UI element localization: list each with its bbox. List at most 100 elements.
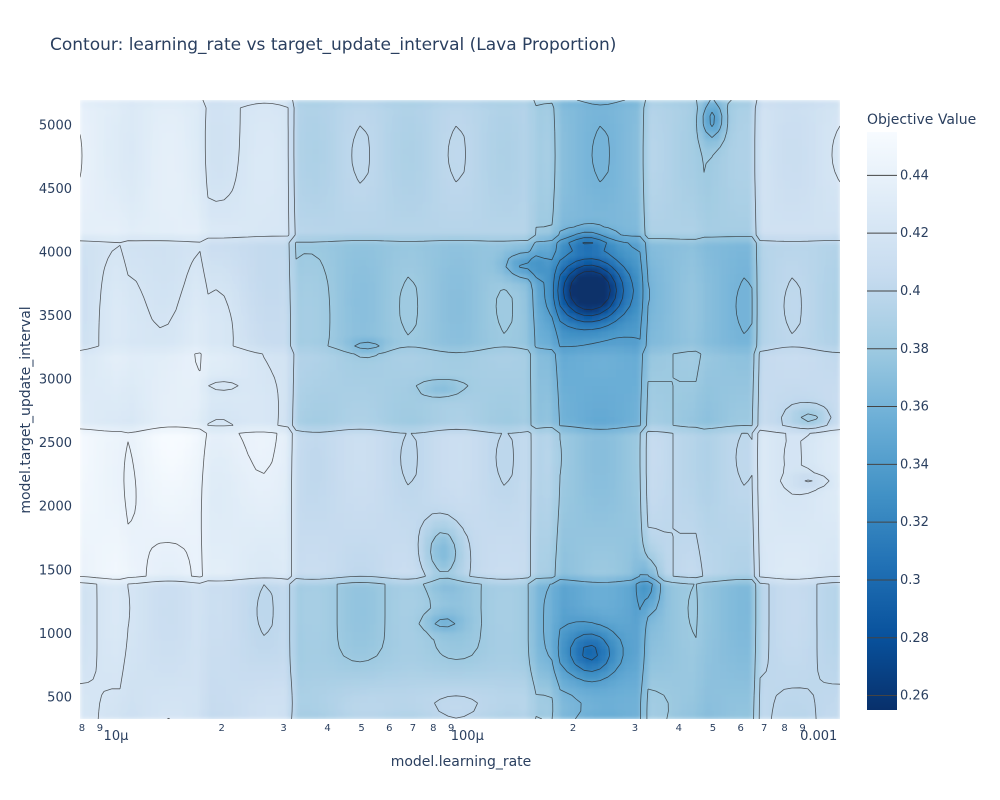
heatmap-cell [416, 425, 425, 434]
heatmap-cell [112, 480, 121, 490]
heatmap-cell [528, 266, 537, 276]
heatmap-cell [200, 195, 209, 204]
heatmap-cell [776, 441, 785, 450]
heatmap-cell [376, 226, 385, 236]
heatmap-cell [176, 226, 185, 236]
heatmap-cell [256, 187, 265, 196]
heatmap-cell [552, 449, 561, 458]
heatmap-cell [384, 195, 393, 204]
heatmap-cell [648, 226, 657, 236]
heatmap-cell [80, 369, 89, 379]
heatmap-cell [176, 385, 185, 395]
heatmap-cell [520, 409, 529, 419]
heatmap-cell [112, 409, 121, 419]
heatmap-cell [792, 203, 801, 212]
heatmap-cell [264, 115, 273, 125]
heatmap-cell [784, 449, 793, 458]
heatmap-cell [480, 131, 489, 141]
heatmap-cell [320, 226, 329, 236]
heatmap-cell [536, 417, 545, 426]
heatmap-cell [80, 330, 89, 339]
heatmap-cell [656, 465, 665, 474]
heatmap-cell [664, 266, 673, 276]
heatmap-cell [464, 179, 473, 188]
heatmap-cell [96, 425, 105, 434]
heatmap-cell [488, 179, 497, 188]
heatmap-cell [512, 226, 521, 236]
heatmap-cell [576, 504, 585, 514]
heatmap-cell [704, 433, 713, 442]
heatmap-cell [336, 488, 345, 498]
heatmap-cell [464, 155, 473, 165]
heatmap-cell [96, 433, 105, 442]
heatmap-cell [360, 171, 369, 180]
heatmap-cell [656, 211, 665, 220]
heatmap-cell [256, 100, 265, 109]
heatmap-cell [712, 187, 721, 196]
heatmap-cell [424, 330, 433, 339]
heatmap-cell [320, 187, 329, 196]
heatmap-cell [504, 274, 513, 284]
heatmap-cell [832, 346, 840, 355]
heatmap-cell [296, 298, 305, 307]
heatmap-cell [184, 330, 193, 339]
heatmap-cell [128, 266, 137, 276]
heatmap-cell [432, 139, 441, 149]
heatmap-cell [320, 100, 329, 109]
heatmap-cell [416, 203, 425, 212]
heatmap-cell [512, 496, 521, 506]
heatmap-cell [160, 203, 169, 212]
heatmap-cell [248, 496, 257, 506]
heatmap-cell [176, 393, 185, 403]
heatmap-cell [832, 449, 840, 458]
heatmap-cell [712, 480, 721, 490]
heatmap-cell [368, 139, 377, 149]
heatmap-cell [80, 401, 89, 411]
heatmap-cell [176, 338, 185, 347]
heatmap-cell [520, 314, 529, 323]
heatmap-cell [488, 211, 497, 220]
heatmap-cell [488, 449, 497, 458]
heatmap-cell [664, 242, 673, 252]
heatmap-cell [288, 163, 297, 173]
heatmap-cell [320, 385, 329, 395]
heatmap-cell [392, 250, 401, 260]
heatmap-cell [160, 100, 169, 109]
heatmap-cell [424, 171, 433, 180]
heatmap-cell [352, 465, 361, 474]
heatmap-cell [408, 449, 417, 458]
heatmap-cell [304, 441, 313, 450]
heatmap-cell [368, 179, 377, 188]
heatmap-cell [808, 346, 817, 355]
heatmap-cell [200, 496, 209, 506]
heatmap-cell [472, 115, 481, 125]
heatmap-cell [784, 480, 793, 490]
heatmap-cell [88, 274, 97, 284]
heatmap-cell [440, 472, 449, 482]
heatmap-cell [640, 242, 649, 252]
heatmap-cell [720, 242, 729, 252]
heatmap-cell [368, 290, 377, 299]
heatmap-cell [136, 147, 145, 157]
heatmap-cell [456, 322, 465, 331]
heatmap-cell [752, 258, 761, 268]
heatmap-cell [608, 123, 617, 133]
heatmap-cell [560, 258, 569, 268]
heatmap-cell [616, 409, 625, 419]
heatmap-cell [768, 401, 777, 411]
heatmap-cell [528, 393, 537, 403]
heatmap-cell [536, 123, 545, 133]
heatmap-cell [160, 139, 169, 149]
heatmap-cell [776, 353, 785, 363]
heatmap-cell [400, 179, 409, 188]
heatmap-cell [544, 147, 553, 157]
heatmap-cell [552, 219, 561, 228]
heatmap-cell [264, 433, 273, 442]
heatmap-cell [616, 465, 625, 474]
heatmap-cell [88, 266, 97, 276]
heatmap-cell [768, 338, 777, 347]
heatmap-cell [592, 139, 601, 149]
heatmap-cell [136, 258, 145, 268]
heatmap-cell [376, 417, 385, 426]
heatmap-cell [736, 425, 745, 434]
